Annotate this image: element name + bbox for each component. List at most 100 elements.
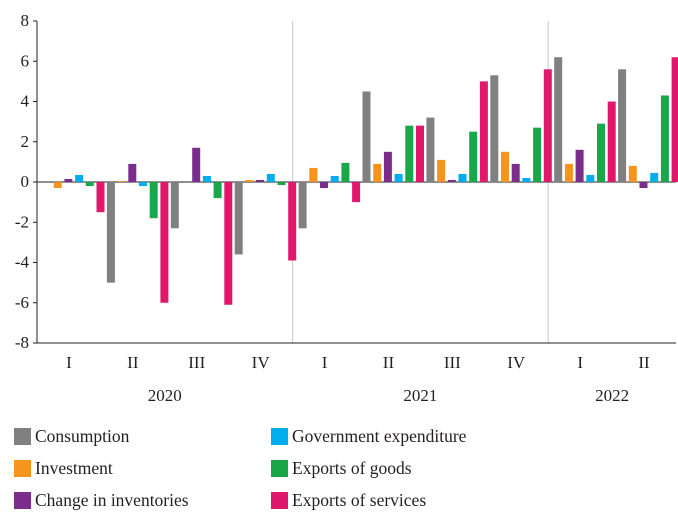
bar-exports-of-services-ii [671, 57, 678, 182]
legend-label-exports-of-goods: Exports of goods [292, 458, 412, 478]
bar-exports-of-goods-iv [533, 127, 542, 182]
x-tick-label-quarter: III [188, 353, 205, 372]
bar-change-in-inventories-iii [192, 147, 201, 182]
bar-consumption-iv [490, 75, 499, 182]
bar-government-expenditure-ii [139, 182, 147, 187]
y-tick-label: -8 [15, 333, 29, 352]
legend-swatch-investment [14, 460, 31, 477]
bar-consumption-i [554, 57, 563, 182]
x-tick-label-quarter: II [127, 353, 139, 372]
bar-government-expenditure-iii [202, 175, 211, 182]
bar-government-expenditure-i [75, 174, 84, 182]
bar-change-in-inventories-ii [383, 151, 392, 182]
legend: Consumption Investment Change in invento… [14, 424, 664, 514]
legend-swatch-exports-of-goods [271, 460, 288, 477]
bar-change-in-inventories-i [575, 149, 584, 182]
bar-investment-ii [628, 165, 637, 182]
bar-investment-i [53, 182, 62, 189]
bar-investment-i [309, 167, 318, 182]
bar-investment-iv [245, 179, 254, 182]
x-tick-label-quarter: II [383, 353, 395, 372]
x-tick-label-year-2020: 2020 [148, 386, 182, 405]
bar-exports-of-services-i [96, 182, 105, 213]
bar-investment-iii [437, 159, 446, 182]
y-tick-label: -2 [15, 212, 29, 231]
x-tick-label-quarter: II [638, 353, 650, 372]
bar-exports-of-services-ii [160, 182, 169, 303]
bar-government-expenditure-ii [650, 172, 659, 182]
bar-exports-of-goods-iii [469, 131, 478, 182]
bar-exports-of-goods-iii [213, 182, 222, 199]
bar-consumption-ii [618, 69, 627, 182]
bar-government-expenditure-iv [522, 177, 531, 182]
bar-consumption-iv [234, 182, 243, 255]
legend-item-investment: Investment [14, 458, 113, 479]
legend-label-change-in-inventories: Change in inventories [35, 490, 189, 510]
bar-investment-i [564, 163, 573, 182]
bar-exports-of-services-i [607, 101, 616, 182]
bar-exports-of-goods-i [341, 162, 350, 182]
bar-exports-of-services-iii [224, 182, 233, 305]
legend-item-government-expenditure: Government expenditure [271, 426, 466, 447]
x-tick-label-quarter: I [577, 353, 583, 372]
y-tick-label: 2 [21, 132, 30, 151]
legend-swatch-change-in-inventories [14, 492, 31, 509]
bar-exports-of-services-iii [479, 81, 488, 182]
bar-change-in-inventories-i [320, 182, 328, 189]
bar-change-in-inventories-iv [511, 163, 520, 182]
y-tick-label: 0 [21, 172, 30, 191]
bar-consumption-iii [170, 182, 179, 229]
bar-government-expenditure-iii [458, 173, 467, 182]
legend-label-government-expenditure: Government expenditure [292, 426, 467, 446]
bar-change-in-inventories-iii [447, 179, 456, 182]
y-axis: -8 -6 -4 -2 0 2 4 6 8 [15, 11, 38, 352]
bar-change-in-inventories-ii [128, 163, 137, 182]
legend-item-consumption: Consumption [14, 426, 129, 447]
x-tick-label-year-2021: 2021 [403, 386, 437, 405]
bar-change-in-inventories-i [64, 178, 73, 182]
y-tick-label: -6 [15, 293, 29, 312]
legend-label-exports-of-services: Exports of services [292, 490, 427, 510]
y-tick-label: -4 [15, 253, 30, 272]
bar-exports-of-services-i [352, 182, 361, 203]
bar-consumption-iii [426, 117, 435, 182]
x-tick-label-quarter: III [444, 353, 461, 372]
bar-investment-iv [501, 151, 509, 182]
bar-exports-of-goods-ii [149, 182, 158, 219]
bar-change-in-inventories-iv [256, 179, 265, 182]
y-tick-label: 8 [21, 11, 30, 30]
plot-area [37, 21, 678, 343]
bar-exports-of-goods-i [597, 123, 605, 182]
bar-exports-of-services-iv [543, 69, 552, 182]
bar-consumption-i [298, 182, 307, 229]
legend-swatch-consumption [14, 428, 31, 445]
bar-exports-of-services-ii [416, 125, 424, 182]
legend-label-consumption: Consumption [35, 426, 130, 446]
bar-government-expenditure-i [330, 175, 339, 182]
legend-item-exports-of-services: Exports of services [271, 490, 426, 511]
bar-exports-of-goods-ii [405, 125, 414, 182]
bar-exports-of-goods-i [85, 182, 94, 187]
bar-government-expenditure-ii [394, 173, 403, 182]
x-tick-label-quarter: I [322, 353, 328, 372]
x-tick-label-quarter: I [66, 353, 72, 372]
bar-investment-ii [373, 163, 382, 182]
legend-swatch-exports-of-services [271, 492, 288, 509]
x-tick-label-quarter: IV [252, 353, 271, 372]
bar-government-expenditure-i [586, 174, 595, 182]
bar-government-expenditure-iv [266, 173, 275, 182]
legend-item-change-in-inventories: Change in inventories [14, 490, 189, 511]
bar-investment-ii [117, 180, 126, 182]
bar-consumption-ii [362, 91, 371, 182]
bar-change-in-inventories-ii [639, 182, 648, 189]
bar-exports-of-goods-ii [660, 95, 669, 182]
bar-exports-of-services-iv [288, 182, 297, 261]
x-tick-label-year-2022: 2022 [595, 386, 629, 405]
bar-exports-of-goods-iv [277, 182, 286, 186]
legend-swatch-government-expenditure [271, 428, 288, 445]
bar-consumption-ii [106, 182, 115, 283]
x-tick-label-quarter: IV [507, 353, 526, 372]
y-tick-label: 6 [21, 51, 30, 70]
